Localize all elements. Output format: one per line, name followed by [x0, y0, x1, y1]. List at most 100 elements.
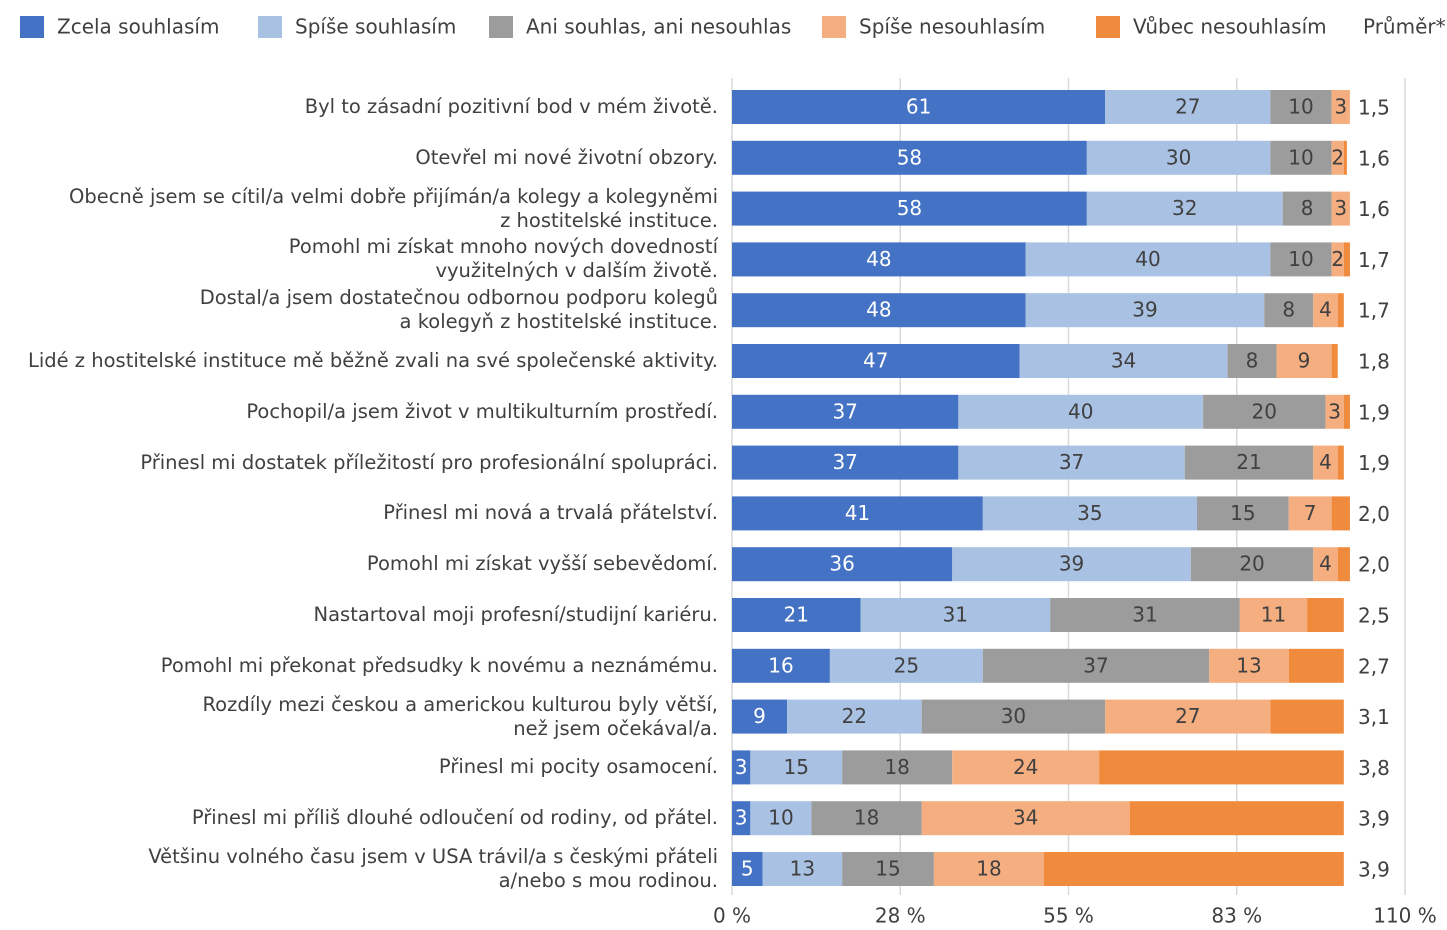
legend-label: Spíše nesouhlasím — [859, 15, 1045, 39]
average-label: 2,7 — [1358, 654, 1390, 678]
bar-segment — [1331, 90, 1350, 124]
data-label: 40 — [1135, 247, 1160, 271]
average-label: 1,7 — [1358, 248, 1390, 272]
data-label: 7 — [1304, 501, 1317, 525]
bar-segment — [1337, 547, 1350, 582]
bar-segment — [1331, 496, 1350, 531]
bar-segment — [1270, 242, 1332, 277]
data-label: 34 — [1111, 349, 1136, 373]
bar-segment — [952, 750, 1100, 785]
bar-segment — [921, 699, 1106, 734]
data-label: 13 — [1236, 653, 1261, 677]
data-label: 47 — [863, 349, 888, 373]
bar-segment — [732, 140, 1087, 175]
data-label: 15 — [1230, 501, 1255, 525]
data-label: 37 — [832, 450, 857, 474]
category-label: Obecně jsem se cítil/a velmi dobře přijí… — [68, 184, 718, 232]
x-tick-label: 0 % — [713, 904, 751, 928]
bar-segment — [1325, 394, 1344, 429]
data-label: 39 — [1132, 298, 1157, 322]
bar-segment — [1337, 445, 1344, 480]
bar-segment — [1086, 191, 1283, 226]
category-label: Přinesl mi pocity osamocení. — [438, 755, 718, 779]
data-label: 31 — [1132, 603, 1157, 627]
category-label: Pochopil/a jsem život v multikulturním p… — [246, 399, 718, 423]
bar-segment — [762, 852, 843, 886]
average-label: 1,5 — [1358, 96, 1390, 120]
legend-swatch — [20, 16, 44, 38]
legend-swatch — [489, 16, 513, 38]
bar-segment — [732, 699, 788, 734]
bar-segment — [921, 801, 1130, 836]
data-label: 48 — [866, 247, 891, 271]
bar-segment — [829, 648, 983, 683]
average-header: Průměr* — [1363, 15, 1446, 39]
data-label: 41 — [845, 501, 870, 525]
data-label: 4 — [1319, 450, 1332, 474]
data-label: 21 — [784, 603, 809, 627]
data-label: 18 — [976, 857, 1001, 881]
bar-segment — [933, 852, 1045, 886]
data-label: 4 — [1319, 298, 1332, 322]
bar-segment — [1343, 394, 1350, 429]
bar-segment — [1337, 293, 1344, 328]
data-label: 10 — [1288, 145, 1313, 169]
x-tick-label: 83 % — [1211, 904, 1262, 928]
data-label: 37 — [832, 399, 857, 423]
x-tick-label: 110 % — [1373, 904, 1437, 928]
data-label: 48 — [866, 298, 891, 322]
data-label: 40 — [1068, 399, 1093, 423]
data-label: 10 — [768, 806, 793, 830]
bar-segment — [1331, 191, 1350, 226]
bar-segment — [1190, 547, 1314, 582]
data-label: 9 — [753, 704, 766, 728]
bar-segment — [1331, 344, 1338, 378]
bar-segment — [1105, 90, 1271, 124]
bar-segment — [1239, 598, 1308, 632]
data-label: 5 — [741, 857, 754, 881]
bar-segment — [1270, 699, 1344, 734]
data-label: 11 — [1261, 603, 1286, 627]
average-label: 3,1 — [1358, 705, 1390, 729]
data-label: 4 — [1319, 552, 1332, 576]
bar-segment — [732, 547, 953, 582]
bar-segment — [1105, 699, 1271, 734]
data-label: 34 — [1013, 806, 1038, 830]
bar-segment — [732, 90, 1106, 124]
average-label: 3,8 — [1358, 756, 1390, 780]
data-label: 20 — [1252, 399, 1277, 423]
data-label: 27 — [1175, 704, 1200, 728]
data-label: 3 — [735, 755, 748, 779]
bar-segment — [1209, 648, 1289, 683]
bar-segment — [1019, 344, 1228, 378]
bar-segment — [842, 852, 934, 886]
data-label: 15 — [784, 755, 809, 779]
average-label: 1,6 — [1358, 146, 1390, 170]
average-label: 1,7 — [1358, 299, 1390, 323]
category-label: Většinu volného času jsem v USA trávil/a… — [148, 845, 718, 892]
bar-segment — [1270, 90, 1332, 124]
data-label: 21 — [1236, 450, 1261, 474]
bar-segment — [732, 242, 1026, 277]
bar-segment — [1331, 140, 1344, 175]
x-tick-label: 28 % — [875, 904, 926, 928]
bar-segment — [860, 598, 1051, 632]
category-label: Pomohl mi překonat předsudky k novému a … — [160, 653, 718, 677]
bar-segment — [732, 445, 959, 480]
x-tick-label: 55 % — [1043, 904, 1094, 928]
data-label: 3 — [1334, 95, 1347, 119]
data-label: 20 — [1239, 552, 1264, 576]
bar-segment — [732, 801, 751, 836]
bar-segment — [982, 496, 1197, 531]
data-label: 58 — [897, 196, 922, 220]
bar-segment — [1288, 496, 1332, 531]
category-label: Přinesl mi dostatek příležitostí pro pro… — [140, 450, 718, 474]
bar-segment — [1025, 242, 1271, 277]
category-label: Byl to zásadní pozitivní bod v mém život… — [304, 95, 718, 118]
category-label: Pomohl mi získat mnoho nových dovedností… — [288, 235, 718, 283]
bar-segment — [1264, 293, 1314, 328]
bar-segment — [1227, 344, 1277, 378]
data-label: 39 — [1059, 552, 1084, 576]
bar-segment — [842, 750, 953, 785]
average-label: 1,6 — [1358, 197, 1390, 221]
